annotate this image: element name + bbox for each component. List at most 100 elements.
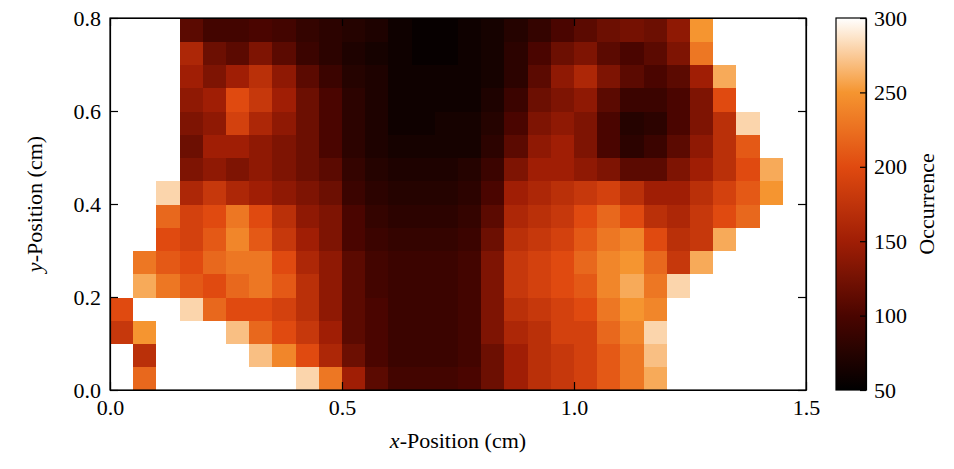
- heatmap-cell: [226, 65, 250, 89]
- heatmap-cell: [435, 367, 459, 390]
- heatmap-cell: [388, 181, 412, 205]
- heatmap-cell: [713, 274, 737, 298]
- heatmap-cell: [481, 367, 505, 390]
- heatmap-cell: [458, 158, 482, 182]
- heatmap-cell: [342, 251, 366, 275]
- heatmap-cell: [481, 134, 505, 158]
- heatmap-cell: [551, 181, 575, 205]
- heatmap-cell: [365, 41, 389, 65]
- heatmap-cell: [667, 181, 691, 205]
- heatmap-cell: [342, 181, 366, 205]
- heatmap-cell: [133, 204, 157, 228]
- heatmap-cell: [551, 320, 575, 344]
- heatmap-cell: [412, 251, 436, 275]
- heatmap-cell: [783, 88, 806, 112]
- heatmap-cell: [690, 158, 714, 182]
- heatmap-cell: [760, 88, 784, 112]
- heatmap-cell: [133, 367, 157, 390]
- heatmap-cell: [319, 111, 343, 135]
- heatmap-cell: [458, 297, 482, 321]
- heatmap-cell: [296, 18, 320, 42]
- heatmap-cell: [133, 111, 157, 135]
- heatmap-cell: [574, 227, 598, 251]
- heatmap-cell: [574, 297, 598, 321]
- tick-mark: [342, 382, 343, 390]
- heatmap-cell: [272, 41, 296, 65]
- heatmap-cell: [249, 251, 273, 275]
- heatmap-cell: [272, 88, 296, 112]
- heatmap-cell: [110, 41, 134, 65]
- heatmap-cell: [597, 274, 621, 298]
- heatmap-cell: [551, 274, 575, 298]
- heatmap-cell: [528, 111, 552, 135]
- heatmap-cell: [319, 274, 343, 298]
- heatmap-cell: [458, 204, 482, 228]
- heatmap-cell: [458, 274, 482, 298]
- heatmap-cell: [226, 227, 250, 251]
- heatmap-cell: [481, 204, 505, 228]
- heatmap-cell: [597, 227, 621, 251]
- heatmap-cell: [551, 158, 575, 182]
- tick-label: 100: [874, 303, 907, 328]
- heatmap-cell: [597, 344, 621, 368]
- heatmap-cell: [180, 251, 204, 275]
- heatmap-cell: [690, 134, 714, 158]
- heatmap-cell: [736, 158, 760, 182]
- tick: 100: [860, 303, 907, 328]
- chart: 0.00.51.01.50.00.20.40.60.8x-Position (c…: [0, 0, 954, 469]
- heatmap-cell: [736, 111, 760, 135]
- heatmap-cell: [504, 158, 528, 182]
- heatmap-cell: [110, 367, 134, 390]
- heatmap-cell: [644, 251, 668, 275]
- heatmap-cell: [272, 367, 296, 390]
- heatmap-cell: [736, 297, 760, 321]
- tick: 250: [860, 80, 907, 105]
- heatmap-cell: [504, 181, 528, 205]
- heatmap-cell: [736, 204, 760, 228]
- heatmap-cell: [620, 297, 644, 321]
- heatmap-cell: [412, 181, 436, 205]
- heatmap-cell: [644, 158, 668, 182]
- plot-frame: [110, 18, 806, 390]
- heatmap-cell: [760, 344, 784, 368]
- heatmap-cell: [504, 251, 528, 275]
- heatmap-cell: [574, 134, 598, 158]
- heatmap-cell: [133, 297, 157, 321]
- heatmap-cell: [412, 367, 436, 390]
- heatmap-cell: [319, 251, 343, 275]
- heatmap-cell: [504, 88, 528, 112]
- heatmap-cell: [156, 227, 180, 251]
- heatmap-cell: [644, 111, 668, 135]
- heatmap-cell: [481, 344, 505, 368]
- heatmap-cell: [226, 344, 250, 368]
- heatmap-cell: [783, 344, 806, 368]
- heatmap-cell: [226, 88, 250, 112]
- heatmap-cell: [435, 204, 459, 228]
- heatmap-cell: [667, 251, 691, 275]
- tick-mark: [342, 18, 343, 26]
- heatmap-cell: [644, 41, 668, 65]
- heatmap-cell: [760, 65, 784, 89]
- heatmap-cell: [644, 274, 668, 298]
- heatmap-cell: [528, 18, 552, 42]
- heatmap-cell: [110, 181, 134, 205]
- heatmap-cell: [365, 204, 389, 228]
- heatmap-cell: [597, 111, 621, 135]
- heatmap-cell: [713, 65, 737, 89]
- heatmap-cell: [644, 181, 668, 205]
- heatmap-cell: [574, 65, 598, 89]
- heatmap-cell: [783, 111, 806, 135]
- heatmap-cell: [342, 41, 366, 65]
- heatmap-cell: [667, 204, 691, 228]
- heatmap-cell: [133, 227, 157, 251]
- heatmap-cell: [319, 320, 343, 344]
- heatmap-cell: [412, 227, 436, 251]
- heatmap-cell: [203, 367, 227, 390]
- heatmap-cell: [249, 111, 273, 135]
- heatmap-cell: [528, 134, 552, 158]
- heatmap-cell: [620, 41, 644, 65]
- heatmap-cell: [667, 111, 691, 135]
- tick: 200: [860, 154, 907, 179]
- heatmap-cell: [458, 344, 482, 368]
- heatmap-cell: [180, 158, 204, 182]
